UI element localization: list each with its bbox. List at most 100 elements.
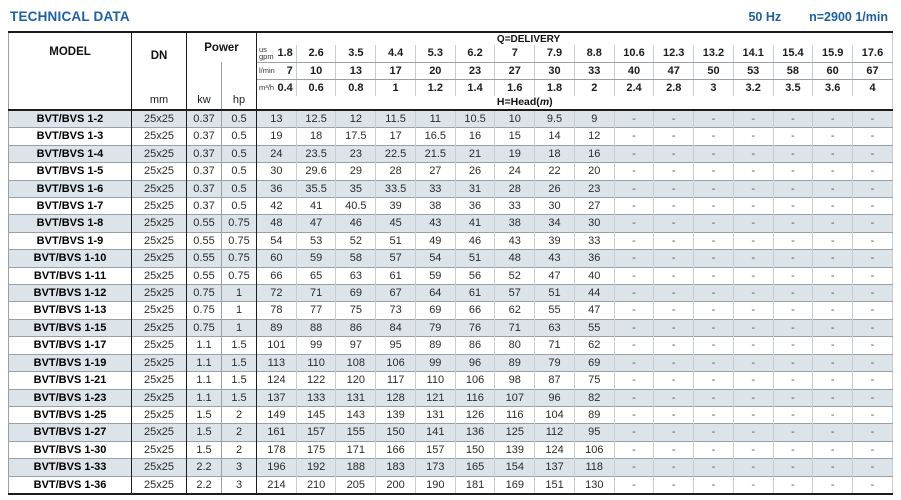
head-value-cell: 72 (256, 284, 297, 302)
head-value-cell: 53 (296, 232, 337, 250)
lmin-value: 40 (614, 62, 655, 80)
head-value-cell: - (812, 197, 854, 215)
gpm-value: us gpm 1.8 (256, 45, 297, 63)
model-cell: BVT/BVS 1-21 (8, 371, 132, 389)
head-value-cell: 41 (455, 214, 496, 233)
head-value-cell: 86 (455, 336, 496, 355)
head-value-cell: 16 (455, 127, 496, 146)
header-spacer (256, 96, 495, 111)
head-value-cell: 46 (335, 214, 377, 233)
head-value-cell: 69 (335, 284, 377, 302)
head-value-cell: - (812, 249, 854, 268)
head-value-cell: 99 (296, 336, 337, 355)
head-value-cell: 101 (256, 336, 297, 355)
head-value-cell: 65 (296, 267, 337, 285)
lmin-value: l/min 7 (256, 62, 297, 80)
head-value-cell: 136 (455, 423, 496, 442)
head-value-cell: - (870, 391, 875, 404)
head-value-cell: - (693, 162, 734, 181)
dn-cell: 25x25 (131, 301, 187, 320)
head-value-cell: 10 (494, 110, 536, 128)
head-value-cell: 143 (335, 406, 377, 424)
head-value-cell: - (614, 127, 655, 146)
head-value-cell: - (773, 319, 814, 337)
kw-cell: 1.1 (186, 389, 222, 407)
head-value-cell: - (812, 232, 854, 250)
m3h-value: 0.8 (335, 79, 377, 96)
column-header-kw: kw (186, 62, 222, 111)
head-value-cell: 58 (335, 249, 377, 268)
head-value-cell: - (812, 162, 854, 181)
head-value-cell: 128 (375, 389, 416, 407)
lmin-value: 27 (494, 62, 536, 80)
head-value-cell: - (693, 145, 734, 163)
hp-cell: 0.5 (221, 127, 258, 146)
kw-cell: 0.75 (186, 284, 222, 302)
head-value-cell: - (653, 301, 695, 320)
hp-cell: 0.75 (221, 267, 258, 285)
head-value-cell: - (614, 214, 655, 233)
gpm-value: 5.3 (415, 45, 456, 63)
head-value-cell: 29.6 (296, 162, 337, 181)
head-value-cell: 79 (534, 354, 575, 372)
kw-cell: 0.37 (186, 180, 222, 198)
m3h-value: 0.4 (277, 81, 293, 94)
head-value-cell: - (812, 406, 854, 424)
head-value-cell: - (614, 232, 655, 250)
kw-cell: 0.55 (186, 214, 222, 233)
m3h-value: 2 (574, 79, 615, 96)
head-value-cell: 169 (494, 476, 536, 494)
head-value-cell: - (870, 252, 875, 265)
head-value-cell: - (773, 267, 814, 285)
head-value-cell: 49 (415, 232, 456, 250)
head-value-cell: - (870, 287, 875, 300)
head-value-cell: - (693, 476, 734, 494)
model-cell: BVT/BVS 1-15 (8, 319, 132, 337)
head-value-cell: - (733, 319, 774, 337)
kw-cell: 1.1 (186, 371, 222, 389)
head-value-cell: - (733, 336, 774, 355)
table-row: BVT/BVS 1-17 25x25 1.1 1.5 101 99 97 95 89 86 80 71… (8, 336, 893, 355)
head-value-cell: 214 (256, 476, 297, 494)
head-value-cell: - (653, 232, 695, 250)
gpm-value: 6.2 (455, 45, 496, 63)
head-value-cell: - (653, 406, 695, 424)
head-value-cell: - (812, 180, 854, 198)
kw-cell: 1.5 (186, 406, 222, 424)
model-cell: BVT/BVS 1-13 (8, 301, 132, 320)
model-cell: BVT/BVS 1-6 (8, 180, 132, 198)
head-value-cell: 98 (494, 371, 536, 389)
head-value-cell: - (773, 458, 814, 477)
head-value-cell: 17 (375, 127, 416, 146)
model-cell: BVT/BVS 1-23 (8, 389, 132, 407)
head-value-cell: 43 (494, 232, 536, 250)
head-value-cell: - (693, 389, 734, 407)
hp-cell: 0.75 (221, 249, 258, 268)
head-value-cell: 75 (335, 301, 377, 320)
head-value-cell: - (870, 165, 875, 178)
kw-cell: 0.75 (186, 301, 222, 320)
hp-cell: 1.5 (221, 336, 258, 355)
head-value-cell: - (812, 423, 854, 442)
kw-cell: 1.1 (186, 354, 222, 372)
head-value-cell: - (812, 441, 854, 459)
head-value-cell: 47 (296, 214, 337, 233)
gpm-value: 8.8 (574, 45, 615, 63)
head-value-cell: - (653, 110, 695, 128)
head-value-cell: 69 (415, 301, 456, 320)
model-cell: BVT/BVS 1-10 (8, 249, 132, 268)
head-value-cell: 62 (494, 301, 536, 320)
table-row: BVT/BVS 1-33 25x25 2.2 3 196 192 188 183 173 165 1… (8, 458, 893, 477)
dn-cell: 25x25 (131, 180, 187, 198)
head-value-cell: - (812, 127, 854, 146)
head-value-cell: 82 (574, 389, 615, 407)
head-value-cell: 107 (494, 389, 536, 407)
model-cell: BVT/BVS 1-25 (8, 406, 132, 424)
head-value-cell: 157 (415, 441, 456, 459)
head-value-cell: - (693, 127, 734, 146)
head-value-cell: 62 (574, 336, 615, 355)
head-value-cell: 116 (494, 406, 536, 424)
head-value-cell: 125 (494, 423, 536, 442)
head-value-cell: - (773, 197, 814, 215)
hp-cell: 3 (221, 476, 258, 494)
